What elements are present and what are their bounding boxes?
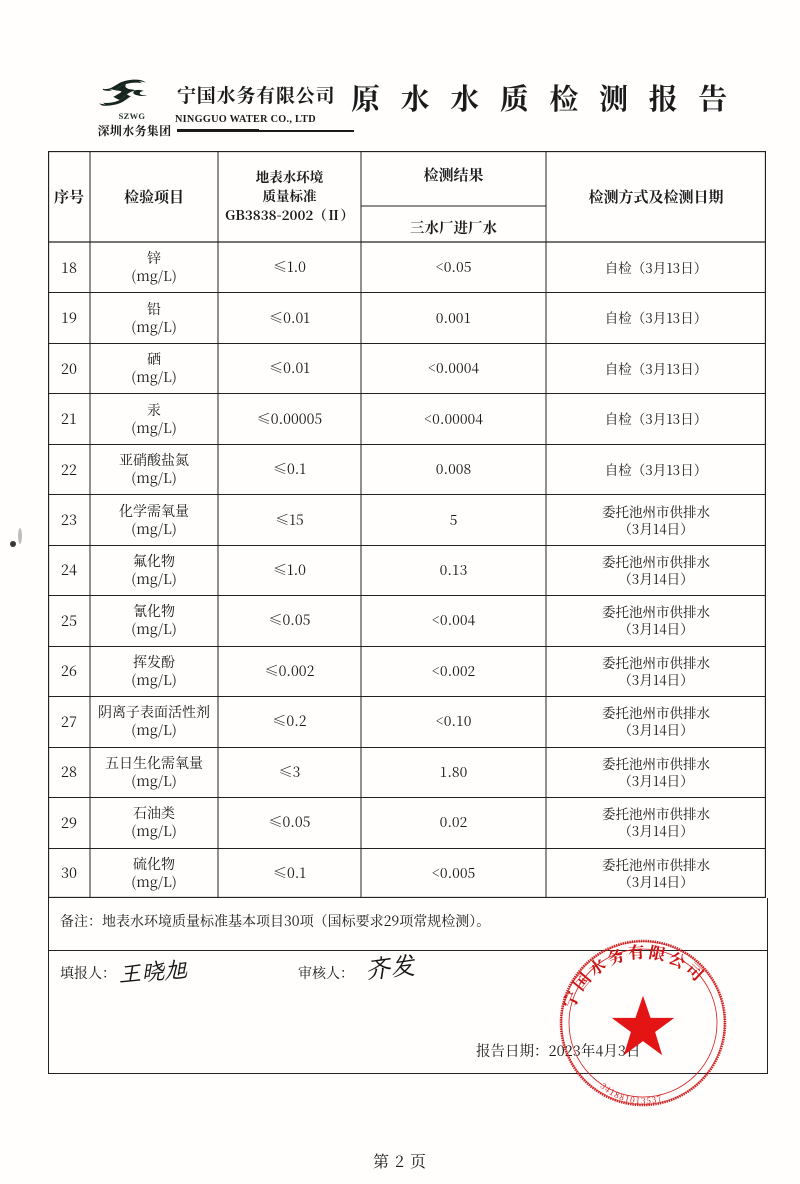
svg-text:341881013537: 341881013537	[598, 1080, 664, 1107]
svg-text:宁国水务有限公司: 宁国水务有限公司	[558, 939, 712, 1012]
